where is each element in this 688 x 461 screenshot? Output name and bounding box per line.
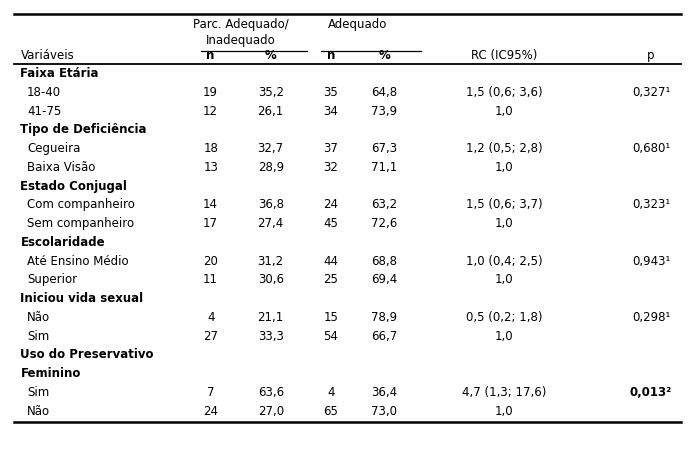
- Text: 63,2: 63,2: [371, 199, 397, 212]
- Text: Superior: Superior: [27, 273, 77, 286]
- Text: Iniciou vida sexual: Iniciou vida sexual: [21, 292, 144, 305]
- Text: 35: 35: [323, 86, 338, 99]
- Text: 65: 65: [323, 405, 338, 418]
- Text: 19: 19: [203, 86, 218, 99]
- Text: 0,943¹: 0,943¹: [632, 255, 670, 268]
- Text: 66,7: 66,7: [371, 330, 397, 343]
- Text: 1,0: 1,0: [495, 217, 513, 230]
- Text: 33,3: 33,3: [258, 330, 283, 343]
- Text: 45: 45: [323, 217, 338, 230]
- Text: 12: 12: [203, 105, 218, 118]
- Text: 1,0: 1,0: [495, 273, 513, 286]
- Text: 28,9: 28,9: [257, 161, 283, 174]
- Text: Variáveis: Variáveis: [21, 49, 74, 62]
- Text: 1,2 (0,5; 2,8): 1,2 (0,5; 2,8): [466, 142, 543, 155]
- Text: Inadequado: Inadequado: [206, 34, 275, 47]
- Text: 27,4: 27,4: [257, 217, 284, 230]
- Text: 4,7 (1,3; 17,6): 4,7 (1,3; 17,6): [462, 386, 546, 399]
- Text: 36,8: 36,8: [258, 199, 283, 212]
- Text: 1,5 (0,6; 3,6): 1,5 (0,6; 3,6): [466, 86, 543, 99]
- Text: 20: 20: [203, 255, 218, 268]
- Text: 1,5 (0,6; 3,7): 1,5 (0,6; 3,7): [466, 199, 543, 212]
- Text: %: %: [265, 49, 277, 62]
- Text: p: p: [647, 49, 655, 62]
- Text: Baixa Visão: Baixa Visão: [27, 161, 96, 174]
- Text: 18: 18: [203, 142, 218, 155]
- Text: 44: 44: [323, 255, 338, 268]
- Text: Até Ensino Médio: Até Ensino Médio: [27, 255, 129, 268]
- Text: 14: 14: [203, 199, 218, 212]
- Text: 25: 25: [323, 273, 338, 286]
- Text: 26,1: 26,1: [257, 105, 284, 118]
- Text: 11: 11: [203, 273, 218, 286]
- Text: Estado Conjugal: Estado Conjugal: [21, 180, 127, 193]
- Text: 78,9: 78,9: [371, 311, 397, 324]
- Text: 0,013²: 0,013²: [630, 386, 672, 399]
- Text: 24: 24: [203, 405, 218, 418]
- Text: 36,4: 36,4: [371, 386, 397, 399]
- Text: 34: 34: [323, 105, 338, 118]
- Text: Não: Não: [27, 405, 50, 418]
- Text: 68,8: 68,8: [371, 255, 397, 268]
- Text: 27: 27: [203, 330, 218, 343]
- Text: 69,4: 69,4: [371, 273, 397, 286]
- Text: 27,0: 27,0: [257, 405, 283, 418]
- Text: 18-40: 18-40: [27, 86, 61, 99]
- Text: Com companheiro: Com companheiro: [27, 199, 135, 212]
- Text: Adequado: Adequado: [327, 18, 387, 31]
- Text: n: n: [206, 49, 215, 62]
- Text: 72,6: 72,6: [371, 217, 397, 230]
- Text: 64,8: 64,8: [371, 86, 397, 99]
- Text: 0,680¹: 0,680¹: [632, 142, 670, 155]
- Text: 1,0: 1,0: [495, 105, 513, 118]
- Text: 1,0: 1,0: [495, 405, 513, 418]
- Text: Sim: Sim: [27, 386, 50, 399]
- Text: Não: Não: [27, 311, 50, 324]
- Text: 1,0: 1,0: [495, 330, 513, 343]
- Text: 73,9: 73,9: [371, 105, 397, 118]
- Text: 30,6: 30,6: [258, 273, 283, 286]
- Text: Sem companheiro: Sem companheiro: [27, 217, 134, 230]
- Text: %: %: [378, 49, 390, 62]
- Text: Cegueira: Cegueira: [27, 142, 80, 155]
- Text: Feminino: Feminino: [21, 367, 80, 380]
- Text: 63,6: 63,6: [257, 386, 283, 399]
- Text: 24: 24: [323, 199, 338, 212]
- Text: 35,2: 35,2: [258, 86, 283, 99]
- Text: Escolaridade: Escolaridade: [21, 236, 105, 249]
- Text: 31,2: 31,2: [257, 255, 283, 268]
- Text: 13: 13: [203, 161, 218, 174]
- Text: 7: 7: [207, 386, 215, 399]
- Text: Parc. Adequado/: Parc. Adequado/: [193, 18, 288, 31]
- Text: 71,1: 71,1: [371, 161, 397, 174]
- Text: n: n: [327, 49, 335, 62]
- Text: 4: 4: [327, 386, 334, 399]
- Text: 0,327¹: 0,327¹: [632, 86, 670, 99]
- Text: 15: 15: [323, 311, 338, 324]
- Text: 32: 32: [323, 161, 338, 174]
- Text: RC (IC95%): RC (IC95%): [471, 49, 537, 62]
- Text: Tipo de Deficiência: Tipo de Deficiência: [21, 124, 147, 136]
- Text: 4: 4: [207, 311, 215, 324]
- Text: 21,1: 21,1: [257, 311, 284, 324]
- Text: 0,5 (0,2; 1,8): 0,5 (0,2; 1,8): [466, 311, 543, 324]
- Text: 17: 17: [203, 217, 218, 230]
- Text: 32,7: 32,7: [257, 142, 283, 155]
- Text: Faixa Etária: Faixa Etária: [21, 67, 99, 80]
- Text: 1,0: 1,0: [495, 161, 513, 174]
- Text: 67,3: 67,3: [371, 142, 397, 155]
- Text: 37: 37: [323, 142, 338, 155]
- Text: 1,0 (0,4; 2,5): 1,0 (0,4; 2,5): [466, 255, 543, 268]
- Text: Uso do Preservativo: Uso do Preservativo: [21, 349, 154, 361]
- Text: Sim: Sim: [27, 330, 50, 343]
- Text: 41-75: 41-75: [27, 105, 61, 118]
- Text: 0,323¹: 0,323¹: [632, 199, 670, 212]
- Text: 73,0: 73,0: [371, 405, 397, 418]
- Text: 54: 54: [323, 330, 338, 343]
- Text: 0,298¹: 0,298¹: [632, 311, 670, 324]
